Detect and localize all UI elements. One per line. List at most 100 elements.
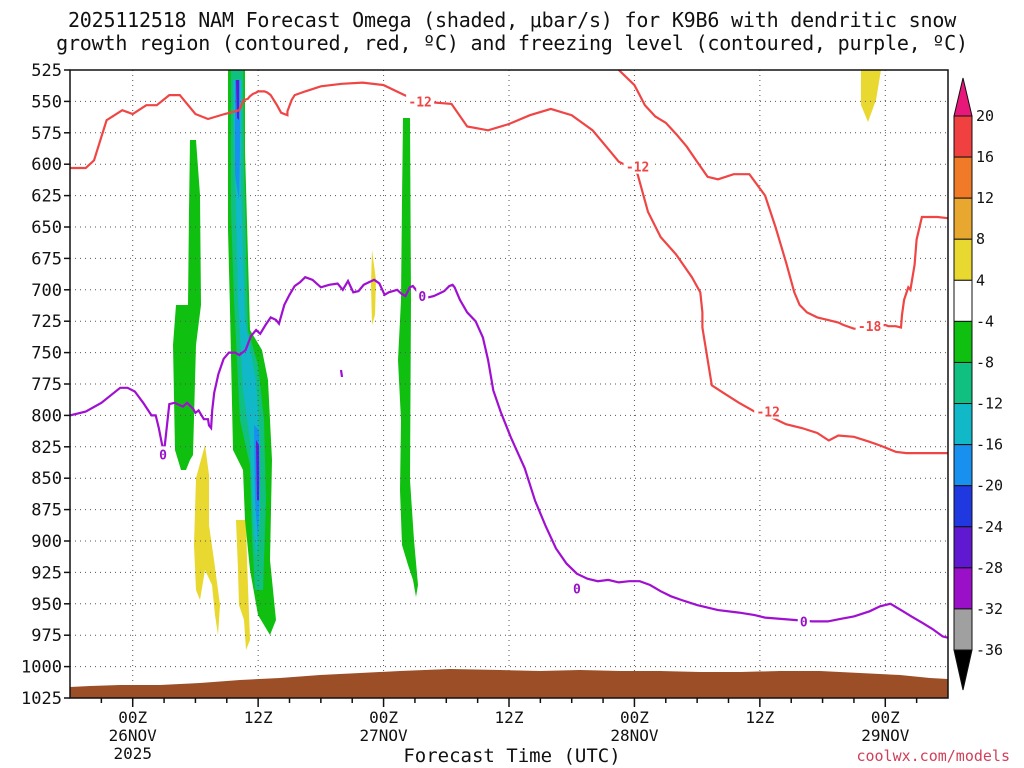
freezing-level-fragment (339, 369, 344, 378)
x-tick-label: 12Z (244, 708, 273, 727)
colorbar-label: -20 (976, 477, 1003, 495)
contour-label-bg (754, 403, 783, 419)
colorbar-label: -36 (976, 641, 1003, 659)
contour-label: -12 (626, 161, 649, 176)
x-tick-label: 2025 (113, 744, 152, 763)
omega-band-green-b (398, 118, 418, 597)
colorbar-label: -4 (976, 312, 994, 330)
contour-line-0 (70, 81, 948, 455)
y-tick-label: 775 (31, 375, 62, 395)
y-tick-label: 525 (31, 61, 62, 81)
omega-shading (173, 70, 881, 650)
omega-blob-yellow-a (194, 445, 220, 635)
contour-line-1 (618, 70, 948, 330)
contour-labels: -12 -12 -18 -12 0 0 0 0 (157, 93, 884, 630)
contour-label: 0 (800, 615, 808, 630)
contour-label-bg (416, 288, 429, 304)
colorbar-segment (953, 567, 973, 610)
y-tick-label: 925 (31, 563, 62, 583)
x-tick-label: 12Z (495, 708, 524, 727)
colorbar-label: 8 (976, 230, 985, 248)
colorbar-label: -8 (976, 353, 994, 371)
x-tick-label: 27NOV (359, 726, 408, 745)
colorbar-label: 20 (976, 107, 994, 125)
x-tick-label: 00Z (118, 708, 147, 727)
omega-plume-purple (236, 80, 259, 500)
y-tick-label: 800 (31, 406, 62, 426)
chart-title-line1: 2025112518 NAM Forecast Omega (shaded, μ… (67, 8, 957, 32)
x-tick-label: 28NOV (610, 726, 659, 745)
terrain-fill (70, 669, 948, 698)
y-tick-label: 675 (31, 249, 62, 269)
colorbar-label: -16 (976, 436, 1003, 454)
plot-grid (70, 70, 948, 698)
omega-band-green-a (173, 140, 201, 470)
contour-label: 0 (159, 448, 167, 463)
colorbar-bottom-triangle (953, 649, 973, 691)
colorbar-segment (953, 485, 973, 528)
contour-label: -12 (408, 95, 431, 110)
x-tick-label: 00Z (871, 708, 900, 727)
x-axis-label: Forecast Time (UTC) (403, 745, 621, 767)
y-tick-label: 1025 (21, 689, 62, 709)
contour-label-bg (570, 580, 583, 596)
omega-blob-yellow-d (861, 70, 881, 122)
colorbar-segment (953, 115, 973, 158)
colorbar-label: -28 (976, 559, 1003, 577)
colorbar-label: 12 (976, 189, 994, 207)
contour-label: 0 (418, 290, 426, 305)
x-tick-label: 00Z (369, 708, 398, 727)
source-credit: coolwx.com/models (856, 747, 1010, 765)
y-tick-label: 975 (31, 626, 62, 646)
colorbar-segment (953, 444, 973, 487)
colorbar-top-triangle (953, 77, 973, 117)
x-tick-label: 00Z (620, 708, 649, 727)
x-tick-label: 26NOV (109, 726, 158, 745)
x-tick-label: 12Z (745, 708, 774, 727)
colorbar-segment (953, 320, 973, 363)
contour-label: 0 (573, 583, 581, 598)
omega-blob-yellow-b (236, 520, 250, 650)
y-tick-label: 600 (31, 155, 62, 175)
omega-blob-yellow-c (371, 250, 376, 325)
colorbar-segment (953, 608, 973, 651)
y-tick-label: 550 (31, 92, 62, 112)
contour-label-bg (157, 446, 170, 462)
x-tick-label: 29NOV (861, 726, 910, 745)
omega-colorbar: 20 16 12 8 4 -4 -8 -12 -16 -20 -24 -28 -32 -36 (953, 77, 1003, 691)
colorbar-segment (953, 238, 973, 281)
contour-label-bg (855, 318, 884, 334)
chart-title-line2: growth region (contoured, red, ºC) and f… (56, 31, 968, 55)
colorbar-segment (953, 403, 973, 446)
y-tick-label: 900 (31, 532, 62, 552)
y-tick-label: 650 (31, 218, 62, 238)
colorbar-label: -12 (976, 395, 1003, 413)
contour-label: -12 (756, 406, 779, 421)
contour-label-bg (797, 613, 810, 629)
colorbar-label: 16 (976, 148, 994, 166)
plot-frame (69, 69, 949, 699)
colorbar-segment (953, 279, 973, 322)
contour-label-bg (623, 158, 652, 174)
contour-line-2 (70, 275, 948, 639)
omega-plume-cyan (233, 80, 260, 560)
colorbar-label: -32 (976, 600, 1003, 618)
y-tick-label: 825 (31, 438, 62, 458)
contour-label-bg (406, 93, 435, 109)
y-tick-label: 850 (31, 469, 62, 489)
y-tick-label: 875 (31, 501, 62, 521)
y-tick-label: 625 (31, 187, 62, 207)
colorbar-segment (953, 361, 973, 405)
y-axis: 525 550 575 600 625 650 675 700 725 750 775 800 825 8… (21, 61, 70, 709)
y-tick-label: 950 (31, 595, 62, 615)
y-tick-label: 725 (31, 312, 62, 332)
colorbar-segment (953, 526, 973, 569)
colorbar-label: 4 (976, 271, 985, 289)
contour-label: -18 (858, 320, 882, 335)
y-tick-label: 575 (31, 124, 62, 144)
y-tick-label: 700 (31, 281, 62, 301)
colorbar-label: -24 (976, 518, 1003, 536)
y-tick-label: 1000 (21, 658, 62, 678)
